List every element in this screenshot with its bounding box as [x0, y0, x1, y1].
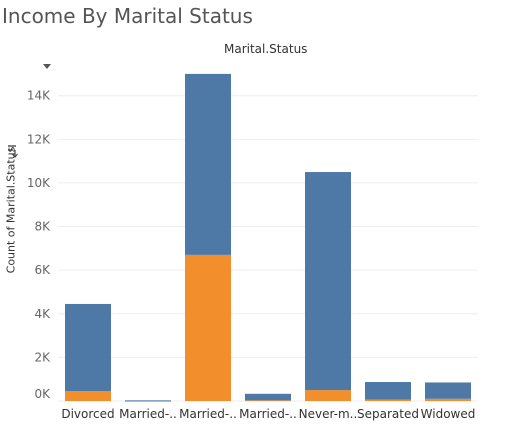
y-tick-label: 8K — [34, 220, 51, 234]
x-tick-label: Widowed — [421, 407, 476, 421]
chevron-down-icon[interactable] — [43, 64, 51, 70]
y-tick-label: 12K — [27, 132, 51, 146]
bar-segment-upper[interactable] — [185, 73, 231, 255]
bar-segment-upper[interactable] — [305, 172, 351, 391]
bar-segment-upper[interactable] — [65, 303, 111, 392]
bar-segment-upper[interactable] — [365, 382, 411, 400]
sort-icon[interactable] — [6, 144, 18, 158]
bar-segment-lower[interactable] — [65, 391, 111, 401]
y-tick-label: 0K — [34, 387, 51, 401]
y-tick-label: 6K — [34, 263, 51, 277]
x-tick-label: Married-.. — [119, 407, 177, 421]
x-tick-label: Married-.. — [179, 407, 237, 421]
y-tick-label: 4K — [34, 307, 51, 321]
bar-segment-upper[interactable] — [125, 400, 171, 402]
bar-segment-lower[interactable] — [365, 399, 411, 401]
x-tick-label: Divorced — [61, 407, 114, 421]
y-tick-label: 10K — [27, 176, 51, 190]
y-tick-label: 14K — [27, 89, 51, 103]
bar-segment-lower[interactable] — [425, 398, 471, 401]
x-tick-label: Never-m.. — [299, 407, 358, 421]
x-tick-label: Married-.. — [239, 407, 297, 421]
gridlines — [58, 95, 478, 402]
chart-title: Income By Marital Status — [2, 4, 253, 28]
bar-segment-upper[interactable] — [245, 393, 291, 401]
column-header: Marital.Status — [224, 42, 308, 56]
bar-segment-lower[interactable] — [245, 400, 291, 402]
x-tick-label: Separated — [357, 407, 419, 421]
y-tick-labels: 0K 2K 4K 6K 8K 10K 12K 14K — [27, 89, 51, 401]
bar-segment-upper[interactable] — [425, 382, 471, 399]
bars — [65, 73, 471, 402]
bar-segment-lower[interactable] — [305, 390, 351, 401]
x-tick-labels: Divorced Married-.. Married-.. Married-.. Ne… — [61, 407, 475, 421]
y-tick-label: 2K — [34, 350, 51, 364]
bar-segment-lower[interactable] — [185, 254, 231, 401]
